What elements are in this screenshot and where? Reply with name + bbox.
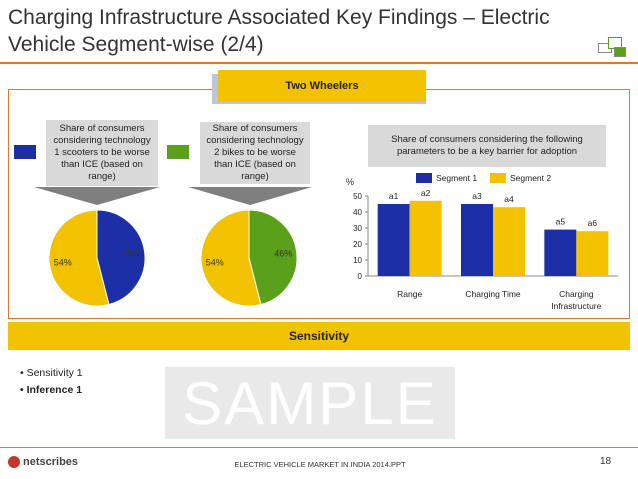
segment-banner: Two Wheelers xyxy=(218,70,426,102)
pie2-chart: 46% 54% xyxy=(200,209,298,307)
page-title: Charging Infrastructure Associated Key F… xyxy=(8,6,550,56)
data-label-a1: a1 xyxy=(389,191,399,201)
data-label-a6: a6 xyxy=(588,218,598,228)
bar-marks: a1 a2 a3 a4 a5 a6 xyxy=(377,188,609,276)
y-tick-label-3: 30 xyxy=(353,224,362,233)
sensitivity-header: Sensitivity xyxy=(8,322,630,350)
pie2-callout: Share of consumers considering technolog… xyxy=(200,122,310,184)
bullet-inference: • Inference 1 xyxy=(20,384,83,396)
pie1-callout: Share of consumers considering technolog… xyxy=(46,120,158,186)
x-category-label-2: Charging Time xyxy=(465,289,521,299)
brand-logo-icon xyxy=(8,456,20,468)
x-category-label-3: Infrastructure xyxy=(551,301,601,311)
brand-logo: netscribes xyxy=(8,456,78,468)
pie1-slice-2 xyxy=(48,209,110,307)
x-category-label-1: Range xyxy=(397,289,422,299)
y-tick-label-0: 0 xyxy=(358,272,363,281)
data-label-a5: a5 xyxy=(556,217,566,227)
pie1-chart: 46% 54% xyxy=(48,209,146,307)
pie1-slice-1 xyxy=(96,209,146,306)
pie2-label-1: 46% xyxy=(274,249,292,259)
y-axis-unit: % xyxy=(346,177,354,187)
pie1-legend-swatch xyxy=(14,145,36,159)
bar-legend: Segment 1 Segment 2 xyxy=(416,173,551,183)
y-tick-label-1: 10 xyxy=(353,256,362,265)
footer-caption: ELECTRIC VEHICLE MARKET IN INDIA 2014.PP… xyxy=(234,460,406,469)
pie2-slice-2 xyxy=(200,209,262,307)
bullet-sensitivity: • Sensitivity 1 xyxy=(20,367,83,379)
sensitivity-bullets: • Sensitivity 1 • Inference 1 xyxy=(20,365,83,399)
sample-watermark: SAMPLE xyxy=(165,367,455,439)
bar-segment-2-3 xyxy=(576,231,609,276)
legend-swatch-1 xyxy=(416,173,432,183)
pie1-label-1: 46% xyxy=(122,249,140,259)
legend-swatch-2 xyxy=(490,173,506,183)
pie1-label-2: 54% xyxy=(54,257,72,267)
title-divider xyxy=(0,62,638,64)
y-tick-label-4: 40 xyxy=(353,208,362,217)
bar-segment-1-2 xyxy=(461,204,493,276)
page-number: 18 xyxy=(600,456,612,467)
data-label-a2: a2 xyxy=(421,188,431,198)
footer-divider xyxy=(0,447,638,448)
bar-chart-title: Share of consumers considering the follo… xyxy=(368,125,606,167)
corner-logo xyxy=(598,37,628,59)
x-category-label-3: Charging xyxy=(559,289,594,299)
legend-label-2: Segment 2 xyxy=(510,173,551,183)
y-tick-label-2: 20 xyxy=(353,240,362,249)
data-label-a4: a4 xyxy=(504,194,514,204)
brand-name: netscribes xyxy=(23,456,79,468)
bar-segment-2-2 xyxy=(493,207,525,276)
pie2-slice-1 xyxy=(248,209,298,306)
y-tick-label-5: 50 xyxy=(353,192,362,201)
data-label-a3: a3 xyxy=(472,191,482,201)
legend-label-1: Segment 1 xyxy=(436,173,477,183)
bar-segment-1-1 xyxy=(377,204,410,276)
pie2-legend-swatch xyxy=(167,145,189,159)
pie2-label-2: 54% xyxy=(206,257,224,267)
bar-segment-2-1 xyxy=(409,200,442,276)
bar-segment-1-3 xyxy=(544,229,577,276)
